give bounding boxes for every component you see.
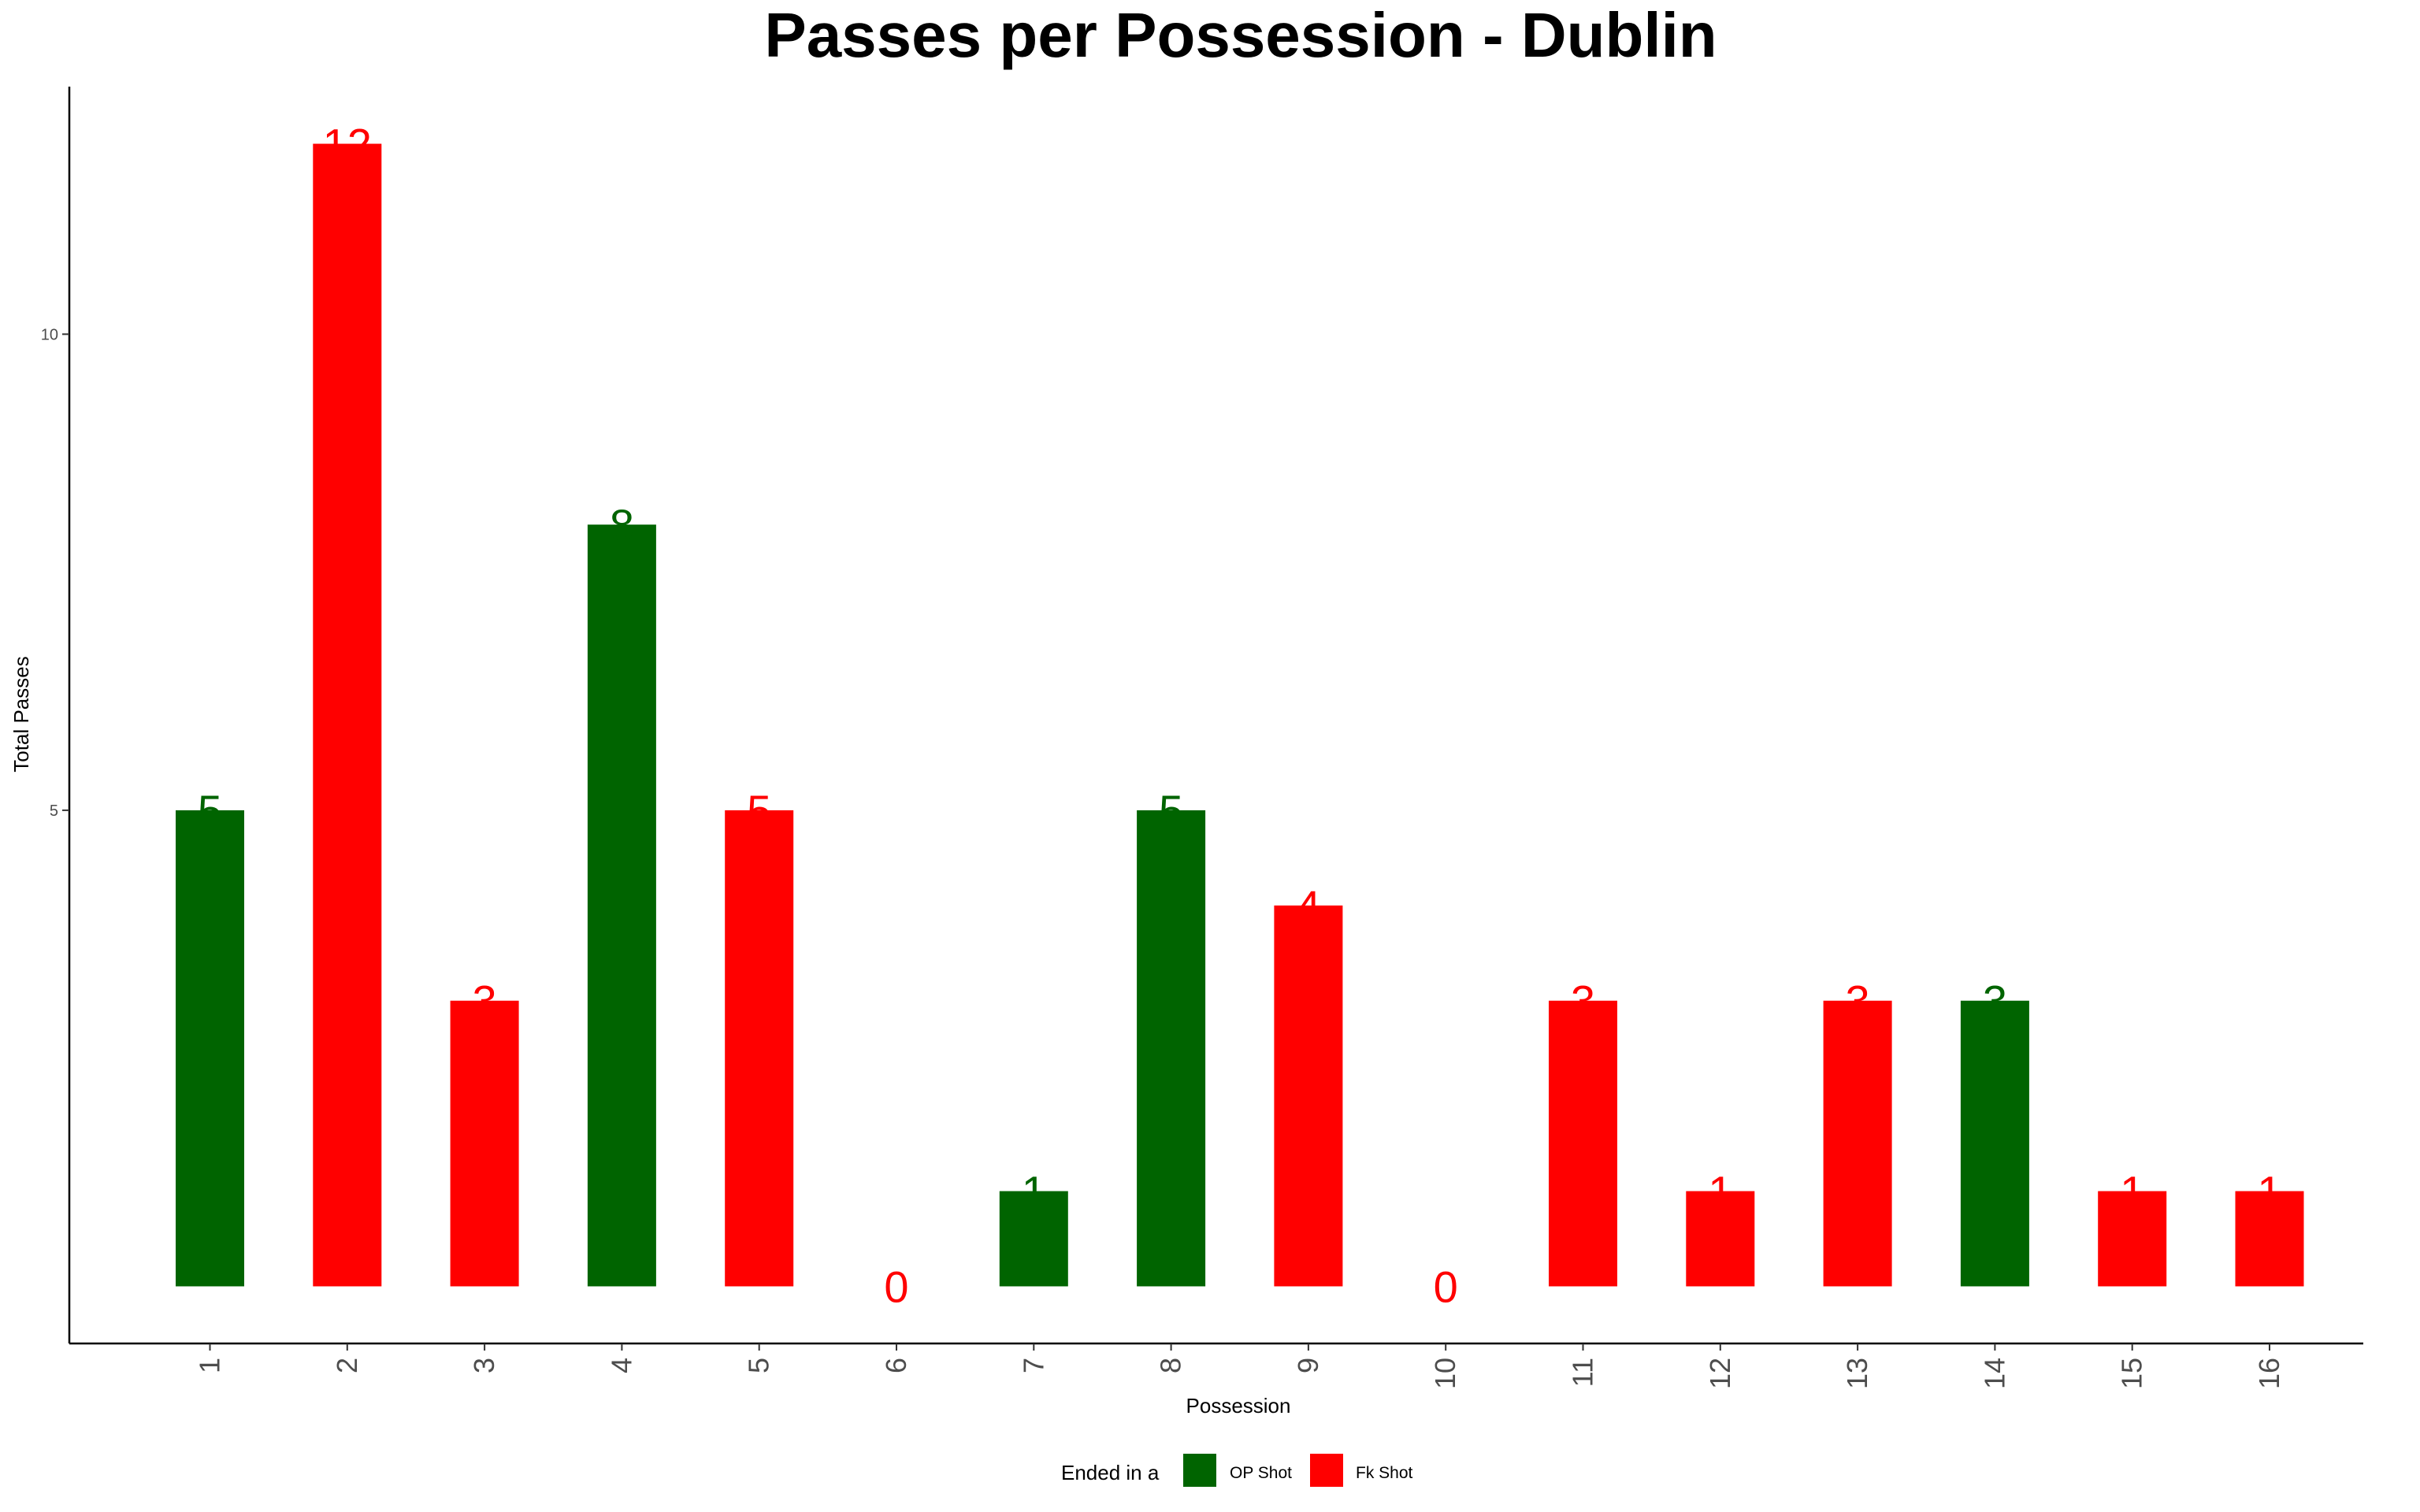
bar-possession-8 — [1137, 810, 1206, 1287]
x-tick-label-7: 7 — [1017, 1358, 1049, 1373]
y-axis-ticks: 5 10 — [41, 326, 69, 820]
data-label-possession-16: 1 — [2257, 1167, 2281, 1217]
data-label-possession-2: 12 — [323, 120, 372, 169]
x-tick-label-15: 15 — [2116, 1358, 2148, 1389]
x-tick-label-10: 10 — [1429, 1358, 1461, 1389]
bar-possession-4 — [587, 524, 656, 1287]
bar-possession-7 — [999, 1191, 1068, 1287]
data-label-possession-15: 1 — [2120, 1167, 2144, 1217]
data-label-possession-8: 5 — [1159, 786, 1183, 836]
legend-title: Ended in a — [1061, 1461, 1160, 1484]
data-label-possession-11: 3 — [1571, 976, 1595, 1026]
data-label-possession-12: 1 — [1708, 1167, 1732, 1217]
data-label-possession-7: 1 — [1022, 1167, 1046, 1217]
x-tick-label-12: 12 — [1704, 1358, 1736, 1389]
x-tick-label-1: 1 — [194, 1358, 226, 1373]
x-tick-label-13: 13 — [1841, 1358, 1873, 1389]
bar-possession-16 — [2235, 1191, 2304, 1287]
bar-possession-11 — [1549, 1000, 1617, 1287]
legend: Ended in a OP Shot Fk Shot — [1061, 1454, 1413, 1487]
data-label-possession-6: 0 — [884, 1262, 908, 1311]
x-tick-label-3: 3 — [468, 1358, 500, 1373]
x-tick-label-14: 14 — [1978, 1358, 2010, 1389]
x-tick-label-4: 4 — [605, 1358, 637, 1373]
x-tick-label-5: 5 — [743, 1358, 775, 1373]
x-tick-label-9: 9 — [1292, 1358, 1324, 1373]
x-tick-label-16: 16 — [2253, 1358, 2285, 1389]
x-tick-label-2: 2 — [331, 1358, 363, 1373]
bar-possession-5 — [725, 810, 794, 1287]
plot-area: 5 12 3 8 5 0 1 5 4 0 3 1 3 3 1 1 — [176, 120, 2304, 1311]
bar-possession-13 — [1823, 1000, 1892, 1287]
bar-possession-1 — [176, 810, 244, 1287]
data-label-possession-3: 3 — [473, 976, 497, 1026]
bar-possession-2 — [313, 143, 382, 1287]
data-label-possession-9: 4 — [1296, 881, 1320, 931]
x-tick-label-6: 6 — [880, 1358, 912, 1373]
bar-possession-9 — [1274, 905, 1343, 1287]
bar-possession-14 — [1960, 1000, 2029, 1287]
legend-label-op-shot: OP Shot — [1230, 1464, 1292, 1482]
legend-label-fk-shot: Fk Shot — [1356, 1464, 1413, 1482]
y-tick-label-10: 10 — [41, 326, 58, 343]
data-label-possession-14: 3 — [1983, 976, 2007, 1026]
x-axis-ticks: 1 2 3 4 5 6 7 8 9 10 11 12 13 14 15 16 — [194, 1343, 2285, 1389]
y-axis-label: Total Passes — [9, 656, 33, 772]
data-label-possession-4: 8 — [610, 500, 634, 550]
data-label-possession-10: 0 — [1434, 1262, 1458, 1311]
x-tick-label-8: 8 — [1155, 1358, 1187, 1373]
x-axis-label: Possession — [1186, 1394, 1291, 1418]
bar-possession-12 — [1686, 1191, 1755, 1287]
chart-title: Passes per Possession - Dublin — [764, 0, 1717, 70]
data-label-possession-5: 5 — [747, 786, 771, 836]
legend-swatch-fk-shot — [1310, 1454, 1343, 1487]
data-label-possession-13: 3 — [1846, 976, 1870, 1026]
data-label-possession-1: 5 — [198, 786, 222, 836]
bar-possession-3 — [450, 1000, 519, 1287]
legend-swatch-op-shot — [1183, 1454, 1216, 1487]
x-tick-label-11: 11 — [1567, 1358, 1599, 1387]
y-tick-label-5: 5 — [50, 802, 58, 820]
bar-possession-15 — [2098, 1191, 2167, 1287]
